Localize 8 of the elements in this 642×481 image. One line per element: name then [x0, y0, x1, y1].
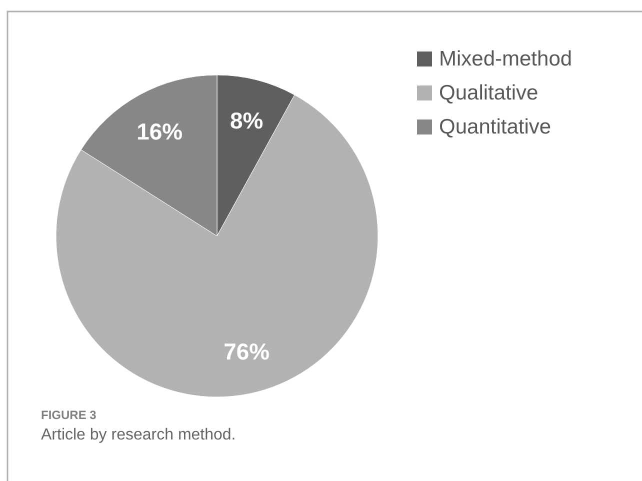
data-label: 8%	[230, 108, 264, 134]
caption: FIGURE 3	[41, 408, 97, 422]
legend-label: Qualitative	[439, 82, 538, 104]
data-label: 16%	[136, 118, 183, 145]
data-label: 76%	[224, 338, 270, 364]
legend-label: Mixed-method	[439, 48, 572, 70]
legend-label: Quantitative	[439, 116, 552, 138]
text: Article by research method.	[41, 426, 236, 444]
